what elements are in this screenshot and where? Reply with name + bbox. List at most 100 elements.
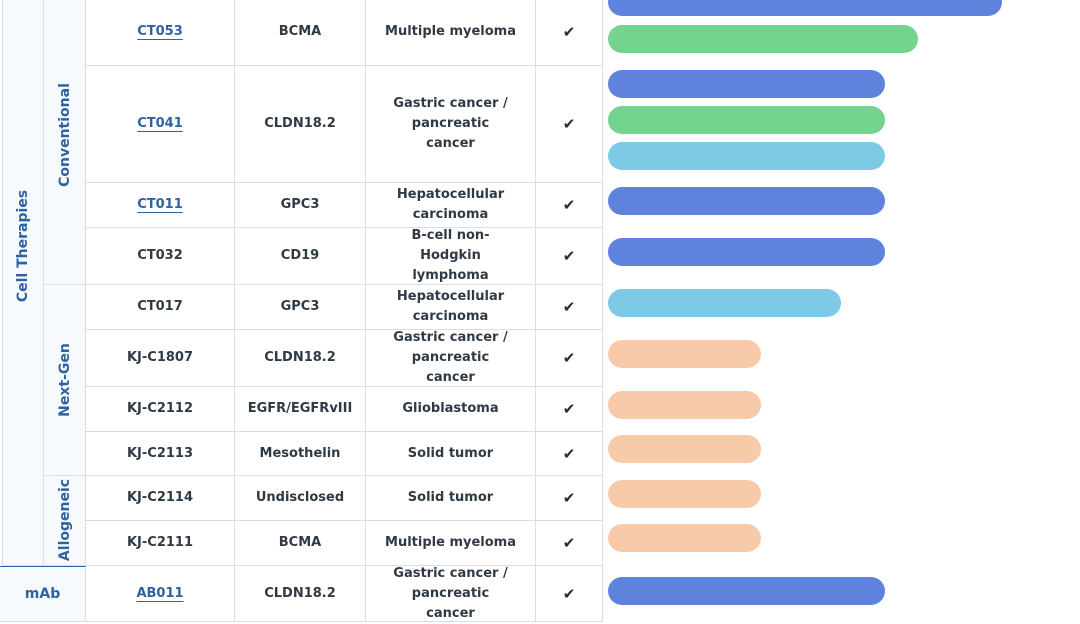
progress-bar-blue <box>608 70 885 98</box>
product-cell: CT011 <box>86 183 235 228</box>
check-icon: ✔ <box>562 444 576 463</box>
status-cell: ✔ <box>536 387 603 432</box>
subcategory-label-conventional: Conventional <box>56 83 73 187</box>
product-name: KJ-C2113 <box>126 445 194 461</box>
category-label-cell-therapies: Cell Therapies <box>15 189 31 303</box>
indication-text: Multiple myeloma <box>385 23 516 39</box>
product-cell: CT053 <box>86 0 235 66</box>
progress-bar-sky <box>608 289 841 317</box>
target-cell: Undisclosed <box>235 476 366 521</box>
indication-cell: Multiple myeloma <box>366 521 536 566</box>
target-cell: EGFR/EGFRvIII <box>235 387 366 432</box>
subcategory-label-allogeneic: Allogeneic <box>56 478 73 562</box>
indication-cell: Gastric cancer / pancreatic cancer <box>366 566 536 622</box>
product-name: KJ-C1807 <box>126 350 194 365</box>
indication-text: Multiple myeloma <box>385 535 516 550</box>
indication-text: Solid tumor <box>407 445 494 461</box>
indication-text: Glioblastoma <box>402 401 499 416</box>
target-cell: GPC3 <box>235 285 366 330</box>
indication-text: Gastric cancer / pancreatic cancer <box>393 96 508 151</box>
progress-bar-peach <box>608 391 761 419</box>
indication-text: Solid tumor <box>407 490 494 505</box>
check-icon: ✔ <box>562 196 576 214</box>
progress-bar-peach <box>608 340 761 368</box>
product-cell: KJ-C2114 <box>86 476 235 521</box>
status-cell: ✔ <box>536 566 603 622</box>
check-icon: ✔ <box>562 115 576 133</box>
product-cell: KJ-C2113 <box>86 432 235 476</box>
check-icon: ✔ <box>562 247 576 265</box>
progress-bar-green <box>608 106 885 134</box>
product-link[interactable]: AB011 <box>136 585 184 601</box>
product-link[interactable]: CT041 <box>137 116 183 131</box>
target-cell: CD19 <box>235 228 366 285</box>
product-cell: CT041 <box>86 66 235 183</box>
status-cell: ✔ <box>536 521 603 566</box>
status-cell: ✔ <box>536 285 603 330</box>
check-icon: ✔ <box>562 489 576 507</box>
progress-bar-peach <box>608 524 761 552</box>
indication-cell: Multiple myeloma <box>366 0 536 66</box>
status-cell: ✔ <box>536 66 603 183</box>
check-icon: ✔ <box>562 400 576 418</box>
indication-cell: Hepatocellular carcinoma <box>366 183 536 228</box>
product-cell: AB011 <box>86 566 235 622</box>
target-text: BCMA <box>278 535 322 550</box>
progress-bar-blue <box>608 238 885 266</box>
status-cell: ✔ <box>536 0 603 66</box>
target-text: GPC3 <box>280 197 320 212</box>
target-cell: GPC3 <box>235 183 366 228</box>
product-cell: KJ-C2112 <box>86 387 235 432</box>
progress-bar-blue <box>608 577 885 605</box>
product-cell: CT032 <box>86 228 235 285</box>
category-mab: mAb <box>0 566 86 622</box>
subcategory-next-gen: Next-Gen <box>44 285 86 476</box>
target-text: EGFR/EGFRvIII <box>247 401 353 416</box>
subcategory-label-next-gen: Next-Gen <box>56 343 73 417</box>
category-label-mab: mAb <box>24 586 61 602</box>
product-link[interactable]: CT053 <box>137 23 183 39</box>
indication-cell: Solid tumor <box>366 476 536 521</box>
indication-cell: B-cell non-Hodgkin lymphoma <box>366 228 536 285</box>
check-icon: ✔ <box>562 349 576 367</box>
indication-cell: Hepatocellular carcinoma <box>366 285 536 330</box>
product-link[interactable]: CT011 <box>137 197 183 212</box>
product-name: KJ-C2112 <box>126 401 194 416</box>
check-icon: ✔ <box>562 298 576 316</box>
indication-cell: Solid tumor <box>366 432 536 476</box>
product-name: KJ-C2111 <box>126 535 194 550</box>
indication-text: Gastric cancer / pancreatic cancer <box>393 330 508 385</box>
indication-text: Gastric cancer / pancreatic cancer <box>393 565 508 621</box>
product-name: CT032 <box>137 248 183 263</box>
status-cell: ✔ <box>536 432 603 476</box>
subcategory-allogeneic: Allogeneic <box>44 476 86 566</box>
product-name: KJ-C2114 <box>126 490 194 505</box>
status-cell: ✔ <box>536 183 603 228</box>
subcategory-conventional: Conventional <box>44 0 86 285</box>
target-text: CLDN18.2 <box>264 350 336 365</box>
progress-bar-peach <box>608 435 761 463</box>
progress-bar-blue <box>608 187 885 215</box>
status-cell: ✔ <box>536 228 603 285</box>
target-cell: CLDN18.2 <box>235 566 366 622</box>
progress-bar-green <box>608 25 918 53</box>
status-cell: ✔ <box>536 476 603 521</box>
indication-cell: Gastric cancer / pancreatic cancer <box>366 330 536 387</box>
target-cell: CLDN18.2 <box>235 66 366 183</box>
category-cell-therapies: Cell Therapies <box>2 0 44 566</box>
check-icon: ✔ <box>562 534 576 552</box>
indication-text: B-cell non-Hodgkin lymphoma <box>411 228 490 283</box>
target-text: CLDN18.2 <box>264 116 336 131</box>
check-icon: ✔ <box>562 584 576 603</box>
target-cell: CLDN18.2 <box>235 330 366 387</box>
progress-bar-blue <box>608 0 1002 16</box>
target-text: CLDN18.2 <box>264 585 336 601</box>
product-name: CT017 <box>137 299 183 314</box>
indication-cell: Gastric cancer / pancreatic cancer <box>366 66 536 183</box>
target-cell: BCMA <box>235 0 366 66</box>
product-cell: CT017 <box>86 285 235 330</box>
target-text: Mesothelin <box>259 445 341 461</box>
check-icon: ✔ <box>562 22 576 41</box>
indication-text: Hepatocellular carcinoma <box>396 289 505 324</box>
